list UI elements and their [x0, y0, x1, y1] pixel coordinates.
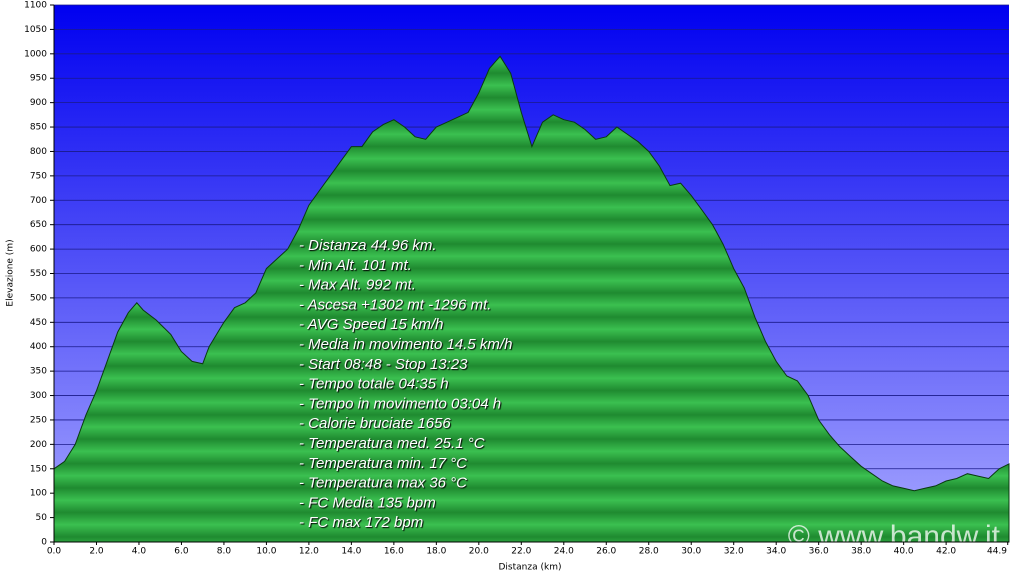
x-tick-label: 34.0 — [766, 547, 786, 557]
y-tick-label: 400 — [30, 342, 47, 352]
y-tick-label: 600 — [30, 245, 47, 255]
x-tick-label: 2.0 — [89, 547, 104, 557]
y-tick-label: 100 — [30, 489, 47, 499]
x-tick-label: 4.0 — [132, 547, 147, 557]
y-tick-label: 750 — [30, 171, 47, 181]
annotation: - Start 08:48 - Stop 13:23 — [299, 356, 468, 373]
x-tick-label: 42.0 — [936, 547, 956, 557]
annotation: - FC Media 135 bpm — [299, 494, 436, 511]
annotation: - Distanza 44.96 km. — [299, 237, 437, 254]
annotation: - Temperatura max 36 °C — [299, 475, 467, 492]
annotation: - Ascesa +1302 mt -1296 mt. — [299, 296, 491, 313]
x-tick-label: 24.0 — [554, 547, 574, 557]
annotation: - Min Alt. 101 mt. — [299, 257, 412, 274]
annotation: - FC max 172 bpm — [299, 514, 423, 531]
y-tick-label: 950 — [30, 74, 47, 84]
x-tick-label: 20.0 — [469, 547, 489, 557]
annotation: - Tempo in movimento 03:04 h — [299, 395, 501, 412]
y-tick-label: 1050 — [24, 25, 47, 35]
x-tick-label: 12.0 — [299, 547, 319, 557]
x-tick-label: 14.0 — [341, 547, 361, 557]
annotation: - Temperatura med. 25.1 °C — [299, 435, 485, 452]
y-tick-label: 200 — [30, 440, 47, 450]
x-tick-label: 38.0 — [851, 547, 871, 557]
x-tick-label: 40.0 — [894, 547, 914, 557]
y-tick-label: 300 — [30, 391, 47, 401]
y-tick-label: 500 — [30, 293, 47, 303]
x-tick-label: 22.0 — [511, 547, 531, 557]
annotation: - Media in movimento 14.5 km/h — [299, 336, 512, 353]
y-tick-label: 800 — [30, 147, 47, 157]
x-tick-label: 16.0 — [384, 547, 404, 557]
annotation: - Max Alt. 992 mt. — [299, 277, 416, 294]
x-tick-label: 44.9 — [987, 547, 1007, 557]
annotation: - AVG Speed 15 km/h — [299, 316, 444, 333]
y-tick-label: 850 — [30, 123, 47, 133]
annotation: - Temperatura min. 17 °C — [299, 455, 467, 472]
x-tick-label: 18.0 — [426, 547, 446, 557]
x-tick-label: 6.0 — [174, 547, 189, 557]
x-tick-label: 32.0 — [724, 547, 744, 557]
x-tick-label: 28.0 — [639, 547, 659, 557]
y-axis-label: Elevazione (m) — [6, 239, 16, 306]
y-tick-label: 150 — [30, 464, 47, 474]
y-tick-label: 1100 — [24, 1, 47, 11]
y-tick-label: 1000 — [24, 49, 47, 59]
watermark: © www.bandw.it — [788, 520, 1001, 553]
x-axis-label: Distanza (km) — [499, 563, 562, 573]
y-tick-label: 650 — [30, 220, 47, 230]
x-tick-label: 8.0 — [217, 547, 232, 557]
x-tick-label: 10.0 — [256, 547, 276, 557]
x-tick-label: 36.0 — [809, 547, 829, 557]
x-tick-label: 26.0 — [596, 547, 616, 557]
x-tick-label: 30.0 — [681, 547, 701, 557]
y-tick-label: 900 — [30, 98, 47, 108]
annotation: - Calorie bruciate 1656 — [299, 415, 451, 432]
y-tick-label: 350 — [30, 367, 47, 377]
annotation: - Tempo totale 04:35 h — [299, 376, 449, 393]
y-tick-label: 700 — [30, 196, 47, 206]
y-tick-label: 550 — [30, 269, 47, 279]
y-tick-label: 0 — [41, 538, 47, 548]
y-tick-label: 50 — [36, 513, 48, 523]
y-tick-label: 250 — [30, 415, 47, 425]
x-tick-label: 0.0 — [47, 547, 62, 557]
y-tick-label: 450 — [30, 318, 47, 328]
elevation-area — [53, 55, 1010, 543]
